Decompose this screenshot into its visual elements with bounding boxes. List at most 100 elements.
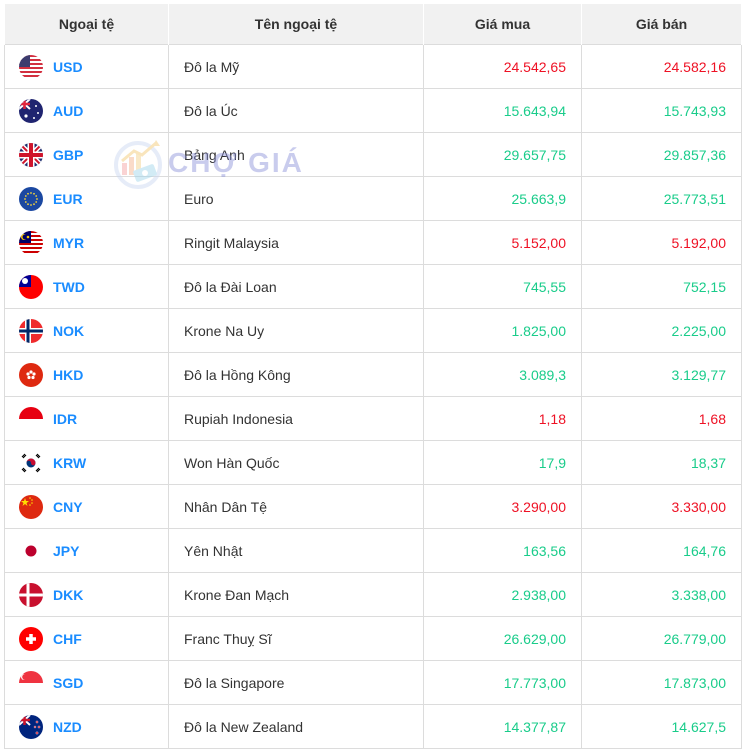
sell-price: 3.129,77: [581, 352, 742, 397]
currency-name: Krone Na Uy: [168, 308, 424, 353]
us-flag-icon: [19, 54, 43, 79]
currency-name: Đô la Đài Loan: [168, 264, 424, 309]
eu-flag-icon: [19, 186, 43, 211]
table-row-jpy[interactable]: JPY Yên Nhật 163,56 164,76: [4, 528, 742, 573]
sell-price: 18,37: [581, 440, 742, 485]
ch-flag-icon: [19, 626, 43, 651]
buy-price: 1,18: [423, 396, 582, 441]
currency-code-link[interactable]: AUD: [53, 102, 84, 119]
au-flag-icon: [19, 98, 43, 123]
sell-price: 24.582,16: [581, 44, 742, 89]
table-row-cny[interactable]: CNY Nhân Dân Tệ 3.290,00 3.330,00: [4, 484, 742, 529]
currency-code-cell: NOK: [4, 308, 169, 353]
header-sell-price: Giá bán: [581, 4, 742, 45]
id-flag-icon: [19, 406, 43, 431]
table-row-twd[interactable]: TWD Đô la Đài Loan 745,55 752,15: [4, 264, 742, 309]
currency-code-link[interactable]: KRW: [53, 454, 87, 471]
header-currency-name: Tên ngoại tệ: [168, 4, 424, 45]
sell-price: 26.779,00: [581, 616, 742, 661]
currency-name: Yên Nhật: [168, 528, 424, 573]
buy-price: 15.643,94: [423, 88, 582, 133]
table-row-sgd[interactable]: SGD Đô la Singapore 17.773,00 17.873,00: [4, 660, 742, 705]
currency-code-cell: IDR: [4, 396, 169, 441]
sell-price: 3.338,00: [581, 572, 742, 617]
currency-name: Đô la New Zealand: [168, 704, 424, 749]
table-row-hkd[interactable]: HKD Đô la Hồng Kông 3.089,3 3.129,77: [4, 352, 742, 397]
currency-code-cell: NZD: [4, 704, 169, 749]
table-row-chf[interactable]: CHF Franc Thuỵ Sĩ 26.629,00 26.779,00: [4, 616, 742, 661]
table-row-usd[interactable]: USD Đô la Mỹ 24.542,65 24.582,16: [4, 44, 742, 89]
cn-flag-icon: [19, 494, 43, 519]
sell-price: 5.192,00: [581, 220, 742, 265]
tw-flag-icon: [19, 274, 43, 299]
table-row-nzd[interactable]: NZD Đô la New Zealand 14.377,87 14.627,5: [4, 704, 742, 749]
currency-code-cell: CHF: [4, 616, 169, 661]
currency-code-link[interactable]: DKK: [53, 586, 84, 603]
currency-code-cell: DKK: [4, 572, 169, 617]
currency-code-cell: EUR: [4, 176, 169, 221]
currency-name: Rupiah Indonesia: [168, 396, 424, 441]
currency-name: Franc Thuỵ Sĩ: [168, 616, 424, 661]
currency-name: Đô la Hồng Kông: [168, 352, 424, 397]
header-currency-code: Ngoại tệ: [4, 4, 169, 45]
jp-flag-icon: [19, 538, 43, 563]
currency-code-link[interactable]: NOK: [53, 322, 85, 339]
currency-name: Nhân Dân Tệ: [168, 484, 424, 529]
my-flag-icon: [19, 230, 43, 255]
buy-price: 3.290,00: [423, 484, 582, 529]
currency-name: Krone Đan Mạch: [168, 572, 424, 617]
currency-code-cell: GBP: [4, 132, 169, 177]
table-row-gbp[interactable]: GBP Bảng Anh 29.657,75 29.857,36: [4, 132, 742, 177]
currency-name: Ringit Malaysia: [168, 220, 424, 265]
table-row-krw[interactable]: KRW Won Hàn Quốc 17,9 18,37: [4, 440, 742, 485]
currency-code-link[interactable]: TWD: [53, 278, 85, 295]
buy-price: 163,56: [423, 528, 582, 573]
currency-code-link[interactable]: NZD: [53, 718, 82, 735]
currency-code-link[interactable]: MYR: [53, 234, 85, 251]
sell-price: 752,15: [581, 264, 742, 309]
buy-price: 25.663,9: [423, 176, 582, 221]
buy-price: 2.938,00: [423, 572, 582, 617]
currency-code-link[interactable]: CNY: [53, 498, 83, 515]
currency-code-link[interactable]: JPY: [53, 542, 80, 559]
table-row-idr[interactable]: IDR Rupiah Indonesia 1,18 1,68: [4, 396, 742, 441]
currency-code-link[interactable]: GBP: [53, 146, 84, 163]
sell-price: 164,76: [581, 528, 742, 573]
sg-flag-icon: [19, 670, 43, 695]
table-row-aud[interactable]: AUD Đô la Úc 15.643,94 15.743,93: [4, 88, 742, 133]
currency-code-link[interactable]: USD: [53, 58, 83, 75]
currency-code-cell: AUD: [4, 88, 169, 133]
table-row-eur[interactable]: EUR Euro 25.663,9 25.773,51: [4, 176, 742, 221]
exchange-rate-table-container: Ngoại tệ Tên ngoại tệ Giá mua Giá bán US…: [4, 4, 742, 749]
sell-price: 14.627,5: [581, 704, 742, 749]
no-flag-icon: [19, 318, 43, 343]
sell-price: 2.225,00: [581, 308, 742, 353]
currency-code-cell: SGD: [4, 660, 169, 705]
buy-price: 26.629,00: [423, 616, 582, 661]
currency-code-cell: KRW: [4, 440, 169, 485]
currency-code-link[interactable]: IDR: [53, 410, 78, 427]
exchange-rate-table: Ngoại tệ Tên ngoại tệ Giá mua Giá bán US…: [4, 4, 742, 749]
currency-name: Euro: [168, 176, 424, 221]
currency-code-cell: CNY: [4, 484, 169, 529]
buy-price: 14.377,87: [423, 704, 582, 749]
dk-flag-icon: [19, 582, 43, 607]
kr-flag-icon: [19, 450, 43, 475]
currency-code-link[interactable]: HKD: [53, 366, 84, 383]
buy-price: 17.773,00: [423, 660, 582, 705]
sell-price: 17.873,00: [581, 660, 742, 705]
currency-code-link[interactable]: CHF: [53, 630, 82, 647]
currency-code-cell: TWD: [4, 264, 169, 309]
table-row-dkk[interactable]: DKK Krone Đan Mạch 2.938,00 3.338,00: [4, 572, 742, 617]
currency-name: Bảng Anh: [168, 132, 424, 177]
table-header-row: Ngoại tệ Tên ngoại tệ Giá mua Giá bán: [4, 4, 742, 45]
currency-code-link[interactable]: SGD: [53, 674, 84, 691]
buy-price: 745,55: [423, 264, 582, 309]
buy-price: 5.152,00: [423, 220, 582, 265]
header-buy-price: Giá mua: [423, 4, 582, 45]
currency-code-link[interactable]: EUR: [53, 190, 83, 207]
table-row-nok[interactable]: NOK Krone Na Uy 1.825,00 2.225,00: [4, 308, 742, 353]
hk-flag-icon: [19, 362, 43, 387]
table-row-myr[interactable]: MYR Ringit Malaysia 5.152,00 5.192,00: [4, 220, 742, 265]
currency-code-cell: HKD: [4, 352, 169, 397]
